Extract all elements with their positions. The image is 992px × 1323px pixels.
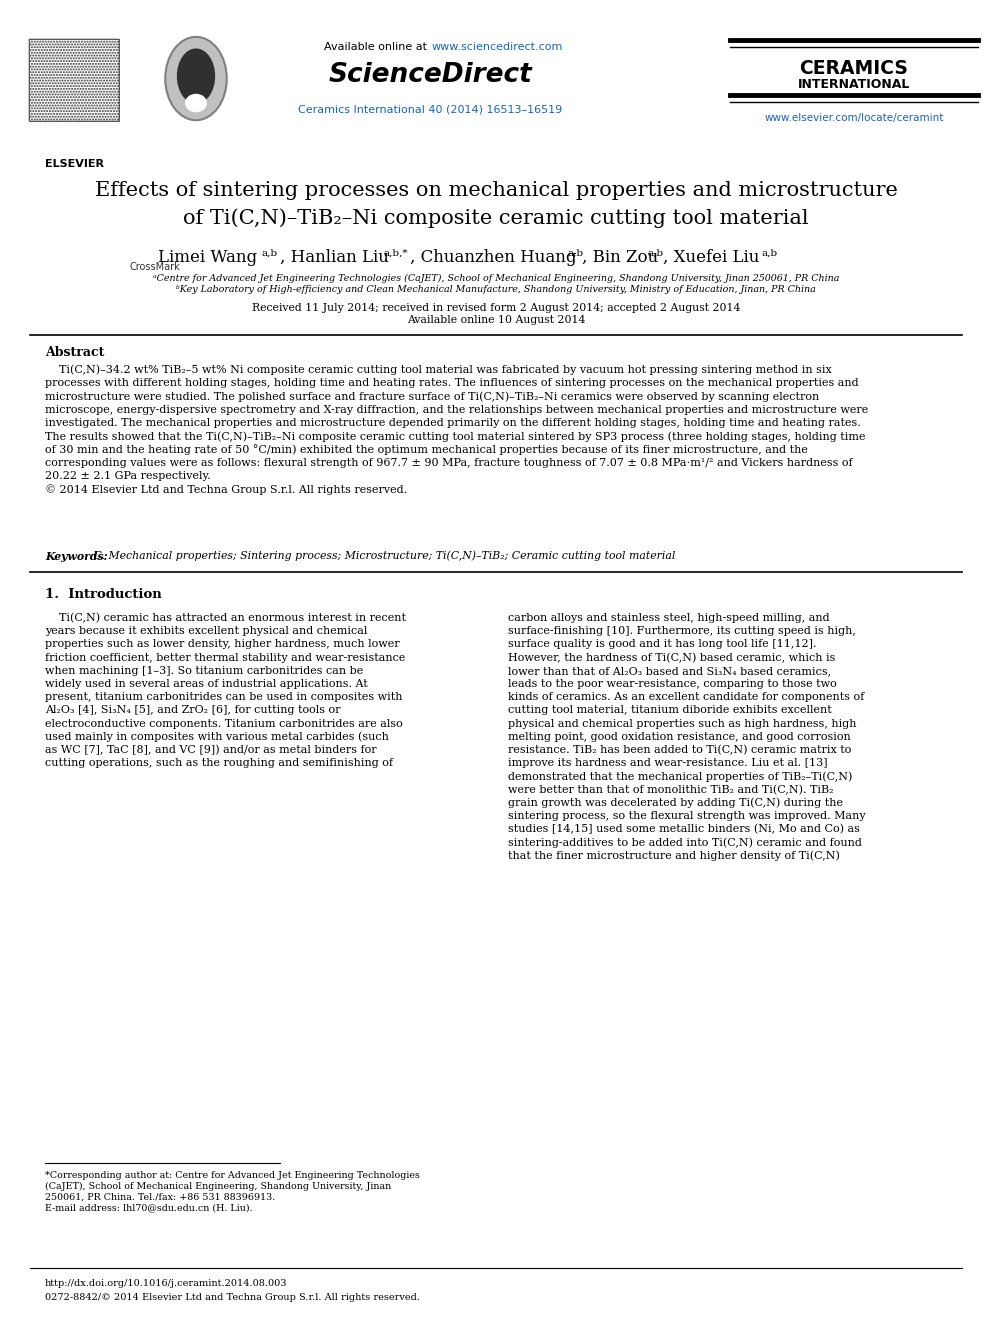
Text: CrossMark: CrossMark	[130, 262, 181, 273]
Text: The results showed that the Ti(C,N)–TiB₂–Ni composite ceramic cutting tool mater: The results showed that the Ti(C,N)–TiB₂…	[45, 431, 865, 442]
Text: *Corresponding author at: Centre for Advanced Jet Engineering Technologies: *Corresponding author at: Centre for Adv…	[45, 1171, 420, 1180]
Text: cutting operations, such as the roughing and semifinishing of: cutting operations, such as the roughing…	[45, 758, 393, 769]
Text: Available online 10 August 2014: Available online 10 August 2014	[407, 315, 585, 325]
Text: physical and chemical properties such as high hardness, high: physical and chemical properties such as…	[508, 718, 856, 729]
Text: electroconductive components. Titanium carbonitrides are also: electroconductive components. Titanium c…	[45, 718, 403, 729]
Text: However, the hardness of Ti(C,N) based ceramic, which is: However, the hardness of Ti(C,N) based c…	[508, 652, 835, 663]
Text: 0272-8842/© 2014 Elsevier Ltd and Techna Group S.r.l. All rights reserved.: 0272-8842/© 2014 Elsevier Ltd and Techna…	[45, 1294, 420, 1303]
Text: INTERNATIONAL: INTERNATIONAL	[798, 78, 911, 90]
Text: microstructure were studied. The polished surface and fracture surface of Ti(C,N: microstructure were studied. The polishe…	[45, 392, 819, 402]
Text: used mainly in composites with various metal carbides (such: used mainly in composites with various m…	[45, 732, 389, 742]
Text: Ti(C,N)–34.2 wt% TiB₂–5 wt% Ni composite ceramic cutting tool material was fabri: Ti(C,N)–34.2 wt% TiB₂–5 wt% Ni composite…	[45, 365, 831, 376]
Text: ᵃCentre for Advanced Jet Engineering Technologies (CaJET), School of Mechanical : ᵃCentre for Advanced Jet Engineering Tec…	[153, 274, 839, 283]
Text: http://dx.doi.org/10.1016/j.ceramint.2014.08.003: http://dx.doi.org/10.1016/j.ceramint.201…	[45, 1278, 288, 1287]
Text: as WC [7], TaC [8], and VC [9]) and/or as metal binders for: as WC [7], TaC [8], and VC [9]) and/or a…	[45, 745, 377, 755]
Text: Keywords:: Keywords:	[45, 550, 107, 561]
Text: Available online at: Available online at	[323, 42, 430, 52]
Text: 250061, PR China. Tel./fax: +86 531 88396913.: 250061, PR China. Tel./fax: +86 531 8839…	[45, 1192, 275, 1201]
Text: (CaJET), School of Mechanical Engineering, Shandong University, Jinan: (CaJET), School of Mechanical Engineerin…	[45, 1181, 391, 1191]
Text: demonstrated that the mechanical properties of TiB₂–Ti(C,N): demonstrated that the mechanical propert…	[508, 771, 852, 782]
Text: present, titanium carbonitrides can be used in composites with: present, titanium carbonitrides can be u…	[45, 692, 403, 703]
Text: processes with different holding stages, holding time and heating rates. The inf: processes with different holding stages,…	[45, 378, 859, 388]
Text: 1.  Introduction: 1. Introduction	[45, 587, 162, 601]
Text: www.sciencedirect.com: www.sciencedirect.com	[432, 42, 563, 52]
Text: ELSEVIER: ELSEVIER	[45, 159, 103, 169]
Text: © 2014 Elsevier Ltd and Techna Group S.r.l. All rights reserved.: © 2014 Elsevier Ltd and Techna Group S.r…	[45, 484, 407, 495]
Text: improve its hardness and wear-resistance. Liu et al. [13]: improve its hardness and wear-resistance…	[508, 758, 827, 769]
Text: Abstract: Abstract	[45, 345, 104, 359]
Text: kinds of ceramics. As an excellent candidate for components of: kinds of ceramics. As an excellent candi…	[508, 692, 864, 703]
Text: Al₂O₃ [4], Si₃N₄ [5], and ZrO₂ [6], for cutting tools or: Al₂O₃ [4], Si₃N₄ [5], and ZrO₂ [6], for …	[45, 705, 340, 716]
Text: Ti(C,N) ceramic has attracted an enormous interest in recent: Ti(C,N) ceramic has attracted an enormou…	[45, 613, 406, 623]
Text: Ceramics International 40 (2014) 16513–16519: Ceramics International 40 (2014) 16513–1…	[298, 105, 562, 115]
Text: a,b: a,b	[647, 249, 663, 258]
Text: investigated. The mechanical properties and microstructure depended primarily on: investigated. The mechanical properties …	[45, 418, 861, 429]
Text: of Ti(C,N)–TiB₂–Ni composite ceramic cutting tool material: of Ti(C,N)–TiB₂–Ni composite ceramic cut…	[184, 208, 808, 228]
Text: C. Mechanical properties; Sintering process; Microstructure; Ti(C,N)–TiB₂; Ceram: C. Mechanical properties; Sintering proc…	[90, 550, 676, 561]
Text: ScienceDirect: ScienceDirect	[328, 62, 532, 89]
Text: , Bin Zou: , Bin Zou	[582, 249, 659, 266]
Text: when machining [1–3]. So titanium carbonitrides can be: when machining [1–3]. So titanium carbon…	[45, 665, 363, 676]
Text: a,b,*: a,b,*	[384, 249, 409, 258]
Text: 20.22 ± 2.1 GPa respectively.: 20.22 ± 2.1 GPa respectively.	[45, 471, 210, 482]
Text: a,b: a,b	[762, 249, 778, 258]
Text: melting point, good oxidation resistance, and good corrosion: melting point, good oxidation resistance…	[508, 732, 851, 742]
Text: Received 11 July 2014; received in revised form 2 August 2014; accepted 2 August: Received 11 July 2014; received in revis…	[252, 303, 740, 314]
Text: corresponding values were as follows: flexural strength of 967.7 ± 90 MPa, fract: corresponding values were as follows: fl…	[45, 458, 853, 468]
Bar	[29, 40, 119, 120]
Text: years because it exhibits excellent physical and chemical: years because it exhibits excellent phys…	[45, 626, 367, 636]
Text: that the finer microstructure and higher density of Ti(C,N): that the finer microstructure and higher…	[508, 851, 840, 861]
Text: surface-finishing [10]. Furthermore, its cutting speed is high,: surface-finishing [10]. Furthermore, its…	[508, 626, 856, 636]
Text: Limei Wang: Limei Wang	[158, 249, 257, 266]
Text: ᵇKey Laboratory of High-efficiency and Clean Mechanical Manufacture, Shandong Un: ᵇKey Laboratory of High-efficiency and C…	[177, 286, 815, 295]
Text: E-mail address: lhl70@sdu.edu.cn (H. Liu).: E-mail address: lhl70@sdu.edu.cn (H. Liu…	[45, 1204, 253, 1212]
Text: resistance. TiB₂ has been added to Ti(C,N) ceramic matrix to: resistance. TiB₂ has been added to Ti(C,…	[508, 745, 851, 755]
Ellipse shape	[186, 94, 206, 111]
Text: studies [14,15] used some metallic binders (Ni, Mo and Co) as: studies [14,15] used some metallic binde…	[508, 824, 860, 835]
Bar	[29, 40, 119, 120]
Text: , Hanlian Liu: , Hanlian Liu	[280, 249, 389, 266]
Text: surface quality is good and it has long tool life [11,12].: surface quality is good and it has long …	[508, 639, 816, 650]
Text: cutting tool material, titanium diboride exhibits excellent: cutting tool material, titanium diboride…	[508, 705, 831, 716]
Text: sintering process, so the flexural strength was improved. Many: sintering process, so the flexural stren…	[508, 811, 866, 822]
Text: CERAMICS: CERAMICS	[800, 58, 909, 78]
Text: were better than that of monolithic TiB₂ and Ti(C,N). TiB₂: were better than that of monolithic TiB₂…	[508, 785, 833, 795]
Text: widely used in several areas of industrial applications. At: widely used in several areas of industri…	[45, 679, 368, 689]
Text: www.elsevier.com/locate/ceramint: www.elsevier.com/locate/ceramint	[764, 112, 943, 123]
Text: , Chuanzhen Huang: , Chuanzhen Huang	[410, 249, 576, 266]
Text: friction coefficient, better thermal stability and wear-resistance: friction coefficient, better thermal sta…	[45, 652, 406, 663]
Text: Effects of sintering processes on mechanical properties and microstructure: Effects of sintering processes on mechan…	[94, 180, 898, 200]
Text: sintering-additives to be added into Ti(C,N) ceramic and found: sintering-additives to be added into Ti(…	[508, 837, 862, 848]
Text: grain growth was decelerated by adding Ti(C,N) during the: grain growth was decelerated by adding T…	[508, 798, 843, 808]
Text: carbon alloys and stainless steel, high-speed milling, and: carbon alloys and stainless steel, high-…	[508, 613, 829, 623]
Text: properties such as lower density, higher hardness, much lower: properties such as lower density, higher…	[45, 639, 400, 650]
Ellipse shape	[178, 49, 214, 103]
Text: a,b: a,b	[567, 249, 583, 258]
Text: leads to the poor wear-resistance, comparing to those two: leads to the poor wear-resistance, compa…	[508, 679, 836, 689]
Text: a,b: a,b	[261, 249, 277, 258]
Text: lower than that of Al₂O₃ based and Si₃N₄ based ceramics,: lower than that of Al₂O₃ based and Si₃N₄…	[508, 665, 831, 676]
Ellipse shape	[166, 37, 227, 120]
Text: microscope, energy-dispersive spectrometry and X-ray diffraction, and the relati: microscope, energy-dispersive spectromet…	[45, 405, 868, 415]
Text: , Xuefei Liu: , Xuefei Liu	[663, 249, 759, 266]
Text: of 30 min and the heating rate of 50 °C/min) exhibited the optimum mechanical pr: of 30 min and the heating rate of 50 °C/…	[45, 445, 807, 455]
